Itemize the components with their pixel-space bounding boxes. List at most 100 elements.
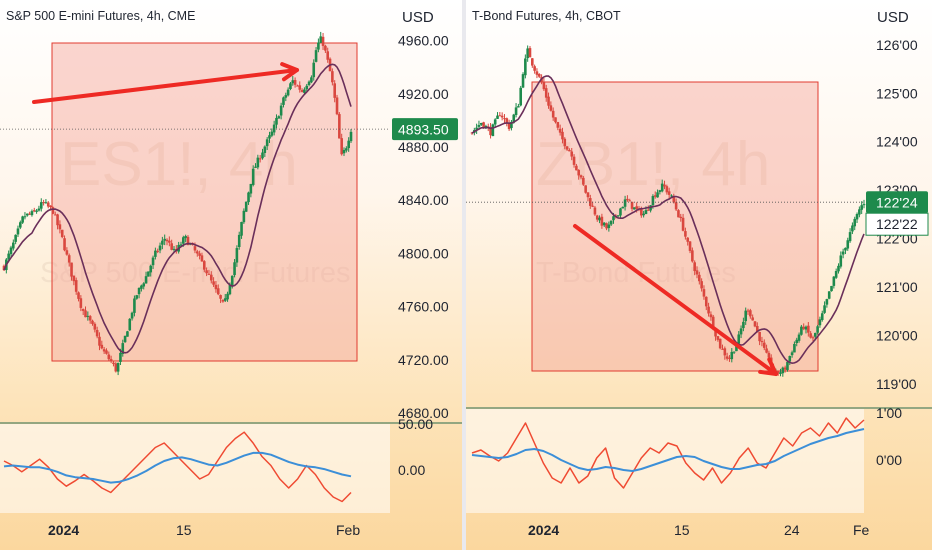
tbond-currency-label[interactable]: USD bbox=[877, 9, 909, 26]
tbond-candle-body bbox=[820, 313, 824, 321]
sp500-candle-body bbox=[16, 228, 20, 235]
tbond-candle-body bbox=[531, 58, 534, 66]
tbond-candle-body bbox=[586, 192, 590, 198]
tbond-candle-body bbox=[524, 58, 527, 76]
sp500-candle-body bbox=[270, 131, 274, 136]
sp500-candle-body bbox=[156, 250, 160, 252]
tbond-candle-body bbox=[855, 214, 859, 220]
sp500-candle-body bbox=[161, 240, 164, 245]
tbond-candle-body bbox=[519, 87, 523, 106]
sp500-trend-arrow bbox=[32, 68, 299, 104]
tbond-trend-arrow bbox=[573, 224, 778, 376]
sp500-y-tick-label: 4720.00 bbox=[398, 352, 449, 368]
tbond-highlight-box bbox=[531, 81, 819, 372]
sp500-candle-body bbox=[154, 250, 157, 257]
sp500-candle-body bbox=[305, 85, 309, 90]
tbond-candle-body bbox=[551, 110, 555, 118]
tbond-candle-body bbox=[628, 200, 632, 202]
sp500-x-tick-label: 2024 bbox=[48, 522, 79, 538]
sp500-candle-body bbox=[235, 248, 239, 263]
sp500-chart-panel[interactable]: ES1!, 4h S&P 500 E-mini Futures 4960.00 4… bbox=[0, 0, 462, 550]
tbond-candle-body bbox=[677, 210, 680, 218]
sp500-candle-body bbox=[19, 222, 22, 228]
tbond-candle-body bbox=[718, 338, 722, 349]
sp500-candle-body bbox=[221, 299, 225, 302]
sp500-candle-body bbox=[310, 77, 313, 83]
sp500-candle-body bbox=[272, 124, 276, 133]
sp500-osc-tick-label: 0.00 bbox=[398, 462, 425, 478]
tbond-candle-body bbox=[698, 274, 701, 282]
sp500-candle-body bbox=[202, 261, 206, 270]
tbond-candle-body bbox=[602, 222, 606, 226]
sp500-oscillator-fast-line bbox=[3, 431, 352, 503]
sp500-y-tick-label: 4840.00 bbox=[398, 192, 449, 208]
sp500-candle-body bbox=[53, 214, 57, 216]
tbond-last-price-tag bbox=[866, 191, 928, 214]
tbond-y-tick-label: 121'00 bbox=[876, 279, 918, 295]
tbond-candle-body bbox=[756, 325, 759, 332]
tbond-candle-body bbox=[544, 88, 548, 98]
sp500-y-tick-label: 4960.00 bbox=[398, 33, 449, 49]
tbond-osc-tick-label: 0'00 bbox=[876, 452, 902, 468]
tbond-candle-body bbox=[572, 156, 576, 165]
sp500-plot-area[interactable] bbox=[0, 31, 390, 376]
tbond-candle-body bbox=[739, 328, 743, 335]
tbond-plot-area[interactable] bbox=[466, 45, 866, 377]
tbond-x-tick-label: Fe bbox=[853, 522, 870, 538]
tbond-chart-svg[interactable]: ZB1!, 4h T-Bond Futures 126'00125'00124'… bbox=[466, 0, 932, 550]
sp500-candle-body bbox=[282, 97, 285, 105]
tbond-candle-body bbox=[584, 185, 587, 193]
sp500-candle-body bbox=[321, 36, 325, 46]
sp500-candle-body bbox=[298, 85, 302, 90]
tbond-osc-tick-label: 1'00 bbox=[876, 405, 902, 421]
sp500-candle-body bbox=[114, 363, 118, 372]
tbond-candle-body bbox=[493, 119, 497, 125]
tbond-candle-body bbox=[839, 255, 843, 267]
sp500-candle-body bbox=[279, 105, 283, 116]
tbond-candle-body bbox=[579, 175, 583, 178]
tbond-candle-body bbox=[623, 199, 627, 207]
tbond-candle-body bbox=[651, 196, 655, 205]
tbond-candle-body bbox=[588, 198, 592, 206]
tbond-candle-body bbox=[779, 372, 782, 374]
sp500-candle-body bbox=[30, 211, 34, 216]
tbond-candle-body bbox=[783, 367, 787, 370]
sp500-currency-label[interactable]: USD bbox=[402, 9, 434, 26]
sp500-candle-body bbox=[84, 310, 87, 318]
sp500-candle-body bbox=[198, 253, 201, 256]
sp500-candle-body bbox=[261, 152, 264, 159]
sp500-candle-body bbox=[21, 216, 24, 223]
sp500-candle-body bbox=[233, 262, 236, 276]
tbond-candle-body bbox=[526, 48, 529, 59]
sp500-candle-body bbox=[51, 207, 55, 214]
tbond-candle-body bbox=[760, 341, 764, 343]
tbond-x-tick-label: 15 bbox=[674, 522, 690, 538]
sp500-moving-average-line bbox=[3, 63, 352, 354]
sp500-candle-body bbox=[140, 285, 143, 289]
tbond-candle-body bbox=[535, 71, 539, 75]
tbond-candle-body bbox=[753, 321, 757, 327]
tbond-candle-body bbox=[656, 192, 659, 198]
tbond-candle-body bbox=[848, 232, 852, 242]
sp500-candle-body bbox=[286, 89, 290, 96]
tbond-candle-body bbox=[807, 325, 810, 333]
sp500-candle-body bbox=[293, 80, 297, 85]
tbond-chart-panel[interactable]: ZB1!, 4h T-Bond Futures 126'00 125'00 124'… bbox=[466, 0, 932, 550]
sp500-candle-body bbox=[123, 335, 127, 343]
tbond-candle-body bbox=[751, 317, 754, 321]
sp500-candle-body bbox=[63, 238, 66, 251]
sp500-osc-tick-label: 50.00 bbox=[398, 416, 433, 432]
sp500-chart-svg[interactable]: ES1!, 4h S&P 500 E-mini Futures 4960.004… bbox=[0, 0, 462, 550]
tbond-candle-body bbox=[663, 184, 666, 187]
sp500-y-tick-label: 4800.00 bbox=[398, 245, 449, 261]
panel-divider[interactable] bbox=[462, 0, 466, 550]
sp500-candle-body bbox=[86, 315, 90, 317]
sp500-candle-body bbox=[49, 205, 52, 208]
tbond-candle-body bbox=[598, 217, 601, 221]
tbond-candle-body bbox=[554, 117, 557, 123]
tbond-candle-body bbox=[635, 206, 638, 209]
sp500-candle-body bbox=[98, 336, 101, 346]
tbond-trend-arrowhead bbox=[758, 357, 778, 376]
sp500-candle-body bbox=[137, 287, 141, 295]
tbond-candle-body bbox=[686, 237, 690, 242]
